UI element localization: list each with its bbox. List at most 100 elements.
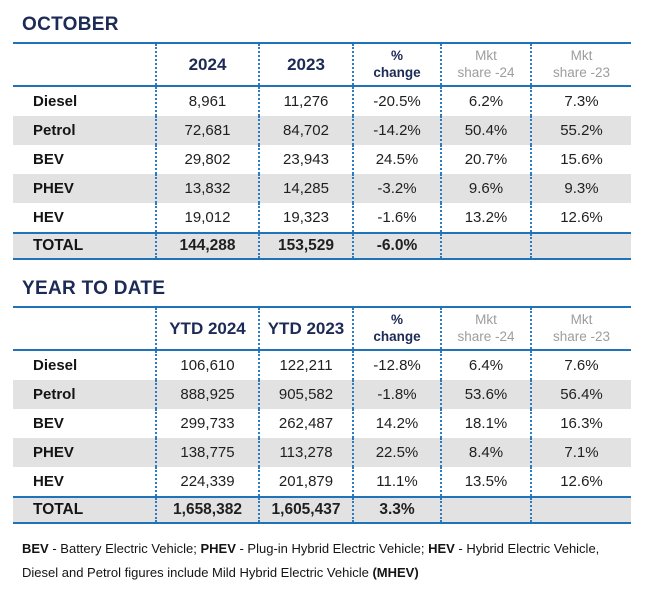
- row-label: HEV: [33, 209, 64, 226]
- ytd-table-title: YEAR TO DATE: [22, 278, 166, 299]
- cell-mkt-24: 13.2%: [440, 203, 530, 232]
- table-row-hev: HEV 19,012 19,323 -1.6% 13.2% 12.6%: [13, 203, 631, 232]
- cell-mkt-24: 20.7%: [440, 145, 530, 174]
- row-label: PHEV: [33, 180, 74, 197]
- cell-2024: 72,681: [155, 116, 258, 145]
- row-label: BEV: [33, 151, 64, 168]
- october-table: 2024 2023 % change Mkt share -24 Mkt sha…: [13, 42, 631, 260]
- cell-ytd-2023: 262,487: [258, 409, 352, 438]
- cell-mkt-24: 8.4%: [440, 438, 530, 467]
- table-row-total: TOTAL 144,288 153,529 -6.0%: [13, 232, 631, 260]
- table-row-bev: BEV 29,802 23,943 24.5% 20.7% 15.6%: [13, 145, 631, 174]
- cell-pct-change: 3.3%: [352, 498, 440, 522]
- cell-pct-change: -20.5%: [352, 87, 440, 116]
- cell-pct-change: -14.2%: [352, 116, 440, 145]
- cell-mkt-24: 13.5%: [440, 467, 530, 496]
- cell-pct-change: 22.5%: [352, 438, 440, 467]
- cell-ytd-2024: 1,658,382: [155, 498, 258, 522]
- row-label: Petrol: [33, 122, 76, 139]
- cell-mkt-24: 6.2%: [440, 87, 530, 116]
- header-pct-change: % change: [352, 308, 440, 349]
- table-row-phev: PHEV 13,832 14,285 -3.2% 9.6% 9.3%: [13, 174, 631, 203]
- cell-mkt-24: 6.4%: [440, 351, 530, 380]
- cell-mkt-23: 7.3%: [530, 87, 631, 116]
- cell-mkt-23: 56.4%: [530, 380, 631, 409]
- cell-pct-change: -12.8%: [352, 351, 440, 380]
- ytd-table: YTD 2024 YTD 2023 % change Mkt share -24…: [13, 306, 631, 524]
- header-mkt-share-24: Mkt share -24: [440, 308, 530, 349]
- cell-mkt-24: 53.6%: [440, 380, 530, 409]
- cell-ytd-2024: 224,339: [155, 467, 258, 496]
- header-2024: 2024: [155, 44, 258, 85]
- cell-2023: 11,276: [258, 87, 352, 116]
- header-empty-cell: [13, 308, 155, 349]
- header-empty-cell: [13, 44, 155, 85]
- cell-pct-change: -1.8%: [352, 380, 440, 409]
- cell-ytd-2023: 201,879: [258, 467, 352, 496]
- cell-mkt-24: 50.4%: [440, 116, 530, 145]
- abbreviation-footnote: BEV - Battery Electric Vehicle; PHEV - P…: [22, 541, 600, 581]
- cell-mkt-23: 16.3%: [530, 409, 631, 438]
- cell-ytd-2024: 138,775: [155, 438, 258, 467]
- cell-2024: 8,961: [155, 87, 258, 116]
- cell-ytd-2023: 1,605,437: [258, 498, 352, 522]
- table-row-hev: HEV 224,339 201,879 11.1% 13.5% 12.6%: [13, 467, 631, 496]
- cell-mkt-24: [440, 498, 530, 522]
- cell-2024: 19,012: [155, 203, 258, 232]
- cell-2023: 153,529: [258, 234, 352, 258]
- footnote-phev: PHEV: [200, 541, 236, 556]
- cell-mkt-23: [530, 498, 631, 522]
- table-row-phev: PHEV 138,775 113,278 22.5% 8.4% 7.1%: [13, 438, 631, 467]
- cell-mkt-24: 18.1%: [440, 409, 530, 438]
- october-header-row: 2024 2023 % change Mkt share -24 Mkt sha…: [13, 42, 631, 87]
- cell-pct-change: 24.5%: [352, 145, 440, 174]
- cell-2023: 23,943: [258, 145, 352, 174]
- cell-2023: 19,323: [258, 203, 352, 232]
- row-label: TOTAL: [33, 237, 84, 254]
- row-label: Diesel: [33, 357, 78, 374]
- cell-2023: 14,285: [258, 174, 352, 203]
- header-ytd-2023: YTD 2023: [258, 308, 352, 349]
- header-mkt-share-24: Mkt share -24: [440, 44, 530, 85]
- cell-2024: 29,802: [155, 145, 258, 174]
- cell-ytd-2023: 113,278: [258, 438, 352, 467]
- row-label: HEV: [33, 473, 64, 490]
- header-2023: 2023: [258, 44, 352, 85]
- header-ytd-2024: YTD 2024: [155, 308, 258, 349]
- row-label: PHEV: [33, 444, 74, 461]
- row-label: BEV: [33, 415, 64, 432]
- footnote-mhev: (MHEV): [372, 565, 419, 581]
- cell-pct-change: -3.2%: [352, 174, 440, 203]
- table-row-total: TOTAL 1,658,382 1,605,437 3.3%: [13, 496, 631, 524]
- cell-ytd-2024: 888,925: [155, 380, 258, 409]
- cell-pct-change: 11.1%: [352, 467, 440, 496]
- cell-2023: 84,702: [258, 116, 352, 145]
- cell-2024: 144,288: [155, 234, 258, 258]
- cell-mkt-24: 9.6%: [440, 174, 530, 203]
- cell-mkt-23: 12.6%: [530, 203, 631, 232]
- cell-pct-change: 14.2%: [352, 409, 440, 438]
- header-pct-change: % change: [352, 44, 440, 85]
- cell-mkt-23: 7.6%: [530, 351, 631, 380]
- cell-mkt-23: 55.2%: [530, 116, 631, 145]
- cell-ytd-2024: 299,733: [155, 409, 258, 438]
- table-row-diesel: Diesel 8,961 11,276 -20.5% 6.2% 7.3%: [13, 87, 631, 116]
- row-label: Diesel: [33, 93, 78, 110]
- cell-pct-change: -1.6%: [352, 203, 440, 232]
- header-mkt-share-23: Mkt share -23: [530, 308, 631, 349]
- cell-mkt-23: 12.6%: [530, 467, 631, 496]
- cell-mkt-23: 15.6%: [530, 145, 631, 174]
- row-label: TOTAL: [33, 501, 84, 518]
- table-row-petrol: Petrol 72,681 84,702 -14.2% 50.4% 55.2%: [13, 116, 631, 145]
- cell-ytd-2023: 122,211: [258, 351, 352, 380]
- header-mkt-share-23: Mkt share -23: [530, 44, 631, 85]
- cell-mkt-23: 7.1%: [530, 438, 631, 467]
- cell-mkt-24: [440, 234, 530, 258]
- table-row-bev: BEV 299,733 262,487 14.2% 18.1% 16.3%: [13, 409, 631, 438]
- cell-mkt-23: [530, 234, 631, 258]
- cell-ytd-2024: 106,610: [155, 351, 258, 380]
- footnote-hev: HEV: [428, 541, 455, 556]
- table-row-petrol: Petrol 888,925 905,582 -1.8% 53.6% 56.4%: [13, 380, 631, 409]
- october-table-title: OCTOBER: [22, 14, 119, 35]
- footnote-bev: BEV: [22, 541, 49, 556]
